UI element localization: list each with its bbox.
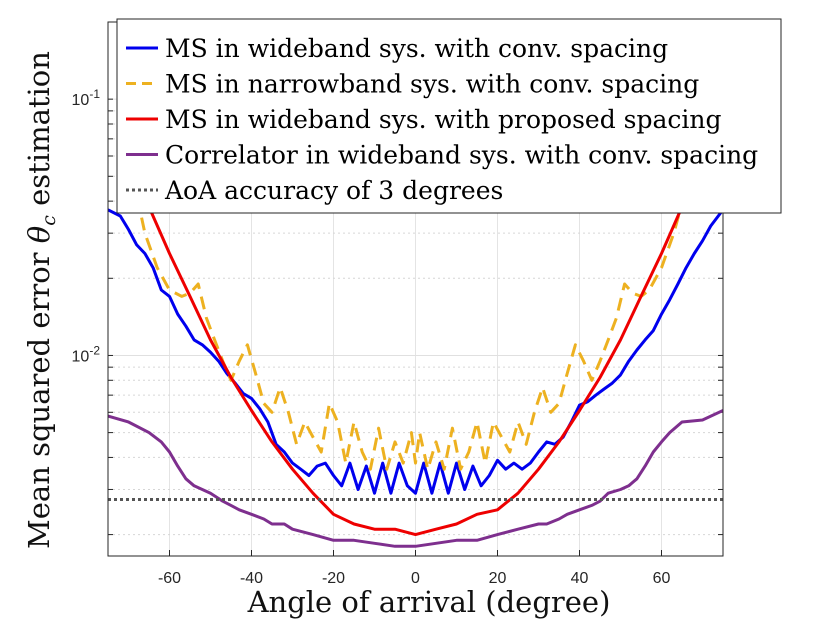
legend-label-1: MS in wideband sys. with conv. spacing — [165, 34, 668, 63]
series-line-2 — [127, 138, 704, 471]
series-line-1 — [108, 208, 723, 495]
legend: MS in wideband sys. with conv. spacing MS… — [116, 18, 782, 214]
legend-label-5: AoA accuracy of 3 degrees — [164, 176, 503, 205]
legend-label-4: Correlator in wideband sys. with conv. s… — [165, 141, 758, 170]
legend-label-3: MS in wideband sys. with proposed spacin… — [165, 105, 722, 134]
x-tick-label: -20 — [322, 570, 345, 587]
legend-box — [116, 18, 782, 214]
y-tick-label: 10-2 — [72, 343, 101, 365]
x-tick-label: 20 — [489, 570, 507, 587]
y-axis-label: Mean squared error θc estimation — [22, 51, 60, 549]
legend-label-2: MS in narrowband sys. with conv. spacing — [165, 70, 699, 99]
x-axis-label: Angle of arrival (degree) — [247, 585, 611, 619]
series-group — [108, 138, 723, 548]
series-line-4 — [108, 409, 723, 548]
x-tick-label: 0 — [411, 570, 420, 587]
x-tick-label: -60 — [158, 570, 181, 587]
x-tick-label: 60 — [653, 570, 671, 587]
x-tick-label: 40 — [571, 570, 589, 587]
x-tick-label: -40 — [240, 570, 263, 587]
series-line-3 — [127, 155, 704, 537]
y-tick-label: 10-1 — [72, 87, 101, 109]
y-ticks: 10-2 10-1 — [72, 87, 101, 365]
